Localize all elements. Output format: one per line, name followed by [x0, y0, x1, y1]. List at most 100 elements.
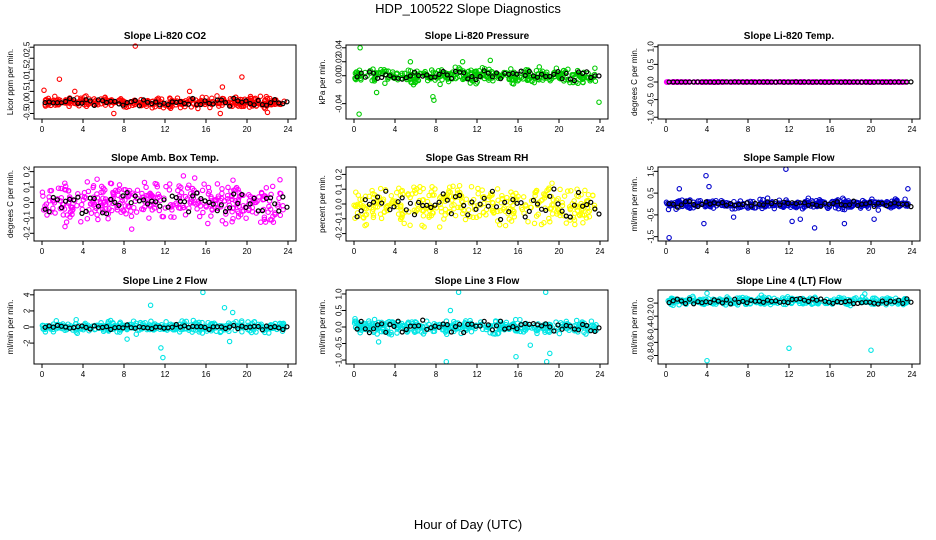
x-tick-label: 16	[826, 370, 835, 379]
y-axis-label: degrees C per min.	[6, 170, 15, 238]
x-tick-label: 20	[867, 370, 876, 379]
hourly-point	[247, 201, 253, 207]
data-point	[195, 200, 201, 207]
x-tick-label: 12	[473, 370, 482, 379]
data-point	[538, 197, 544, 204]
data-point	[494, 72, 501, 79]
hourly-point	[87, 98, 93, 104]
x-tick-label: 4	[705, 125, 710, 134]
hourly-point	[399, 76, 405, 82]
hourly-point	[551, 71, 557, 77]
outlier-point	[430, 93, 436, 100]
hourly-point	[477, 73, 483, 80]
y-tick-label: -1.5	[647, 229, 656, 243]
data-point	[208, 213, 214, 219]
data-point	[592, 65, 598, 71]
hourly-point	[596, 211, 602, 217]
data-point	[105, 215, 111, 222]
data-point	[701, 79, 708, 85]
hourly-point	[79, 210, 85, 216]
hourly-point	[362, 74, 368, 80]
data-point	[141, 204, 148, 210]
data-point	[436, 224, 443, 230]
outlier-point	[111, 110, 117, 117]
data-point	[161, 195, 167, 201]
hourly-point	[522, 72, 528, 79]
hourly-point	[124, 190, 130, 196]
data-point	[120, 207, 126, 213]
data-point	[139, 190, 145, 197]
data-point	[225, 184, 231, 191]
data-point	[572, 221, 578, 228]
x-tick-label: 16	[514, 370, 523, 379]
y-axis-label: percent per min.	[318, 175, 327, 233]
data-point	[95, 216, 101, 223]
y-tick-label: -0.2	[23, 226, 32, 240]
y-tick-label: -1.0	[647, 110, 656, 124]
data-point	[116, 182, 123, 188]
hourly-point	[181, 199, 188, 205]
hourly-point	[116, 202, 122, 208]
data-point	[116, 186, 122, 193]
data-point	[211, 198, 217, 204]
hourly-point	[555, 68, 561, 75]
data-point	[63, 187, 69, 193]
data-point	[196, 98, 203, 105]
data-point	[249, 208, 256, 215]
outlier-point	[487, 57, 494, 64]
data-point	[371, 316, 378, 323]
hourly-point	[280, 194, 286, 200]
data-point	[223, 211, 229, 217]
outlier-point	[701, 220, 707, 227]
data-point	[188, 104, 195, 110]
y-tick-label: 0.0	[647, 297, 656, 309]
data-point	[270, 213, 276, 220]
hourly-point	[518, 200, 524, 206]
hourly-point	[46, 209, 52, 215]
hourly-point	[424, 72, 430, 78]
hourly-point	[243, 98, 249, 104]
data-point	[729, 79, 736, 85]
hourly-point	[526, 208, 532, 214]
x-tick-label: 0	[352, 247, 357, 256]
data-point	[166, 187, 173, 193]
outlier-point	[357, 45, 363, 51]
hourly-point	[420, 317, 426, 323]
data-point	[108, 180, 115, 187]
x-tick-label: 12	[161, 370, 170, 379]
hourly-point	[436, 71, 442, 78]
y-axis-label: degrees C per min.	[630, 48, 639, 116]
hourly-point	[563, 70, 569, 77]
x-tick-label: 4	[393, 125, 398, 134]
hourly-point	[202, 98, 208, 104]
panel-title: Slope Amb. Box Temp.	[111, 153, 219, 164]
x-tick-label: 20	[555, 247, 564, 256]
data-point	[479, 187, 485, 193]
x-tick-label: 12	[785, 370, 794, 379]
x-tick-label: 12	[161, 247, 170, 256]
hourly-point	[485, 70, 491, 76]
data-point	[902, 79, 909, 85]
hourly-point	[440, 68, 446, 75]
hourly-point	[62, 98, 69, 105]
data-point	[146, 215, 152, 221]
data-point	[541, 220, 547, 226]
data-point	[848, 79, 855, 85]
data-point	[256, 194, 262, 200]
outlier-point	[797, 216, 804, 222]
outlier-point	[264, 109, 271, 116]
hourly-point	[222, 209, 229, 215]
data-point	[564, 188, 571, 194]
hourly-point	[559, 76, 565, 82]
hourly-point	[210, 201, 216, 207]
data-point	[502, 222, 509, 229]
data-point	[121, 208, 127, 214]
hourly-point	[498, 76, 504, 82]
data-point	[664, 79, 670, 85]
data-point	[405, 67, 412, 73]
data-point	[474, 79, 480, 85]
data-point	[266, 203, 272, 210]
y-tick-label: 2	[23, 308, 32, 313]
data-point	[379, 68, 386, 75]
